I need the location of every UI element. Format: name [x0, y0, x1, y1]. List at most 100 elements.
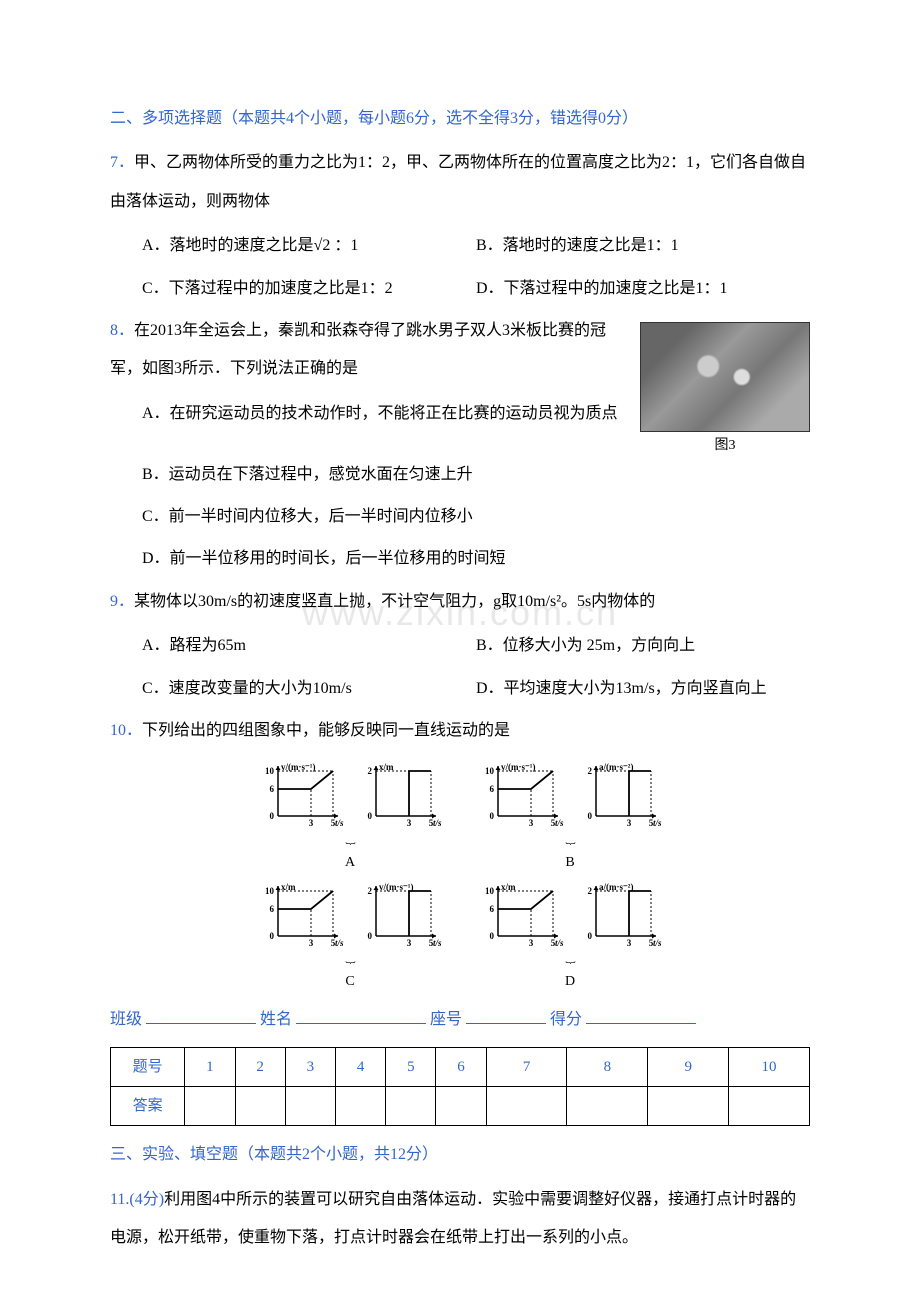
- q10-text: 下列给出的四组图象中，能够反映同一直线运动的是: [142, 722, 510, 739]
- page-content: 二、多项选择题（本题共4个小题，每小题6分，选不全得3分，错选得0分） 7．甲、…: [110, 100, 810, 1258]
- section-3-title: 三、实验、填空题（本题共2个小题，共12分）: [110, 1136, 810, 1174]
- q9-options-row1: A．路程为65m B．位移大小为 25m，方向向上: [142, 627, 810, 665]
- th-label: 题号: [111, 1048, 185, 1087]
- svg-text:0: 0: [368, 931, 373, 941]
- ans-2[interactable]: [235, 1087, 285, 1126]
- graph-B2: 0235t/sa/(m·s⁻²): [574, 758, 664, 843]
- label-A: A: [240, 856, 460, 870]
- form-line: 班级 姓名 座号 得分: [110, 1001, 810, 1039]
- svg-text:t/s: t/s: [335, 938, 344, 948]
- q7-num: 7．: [110, 154, 134, 171]
- graph-C1: 061035t/sx/m: [256, 878, 346, 963]
- svg-text:3: 3: [529, 938, 534, 948]
- th-3: 3: [285, 1048, 335, 1087]
- ans-6[interactable]: [436, 1087, 486, 1126]
- q8-optB: B．运动员在下落过程中，感觉水面在匀速上升: [142, 456, 810, 494]
- th-5: 5: [386, 1048, 436, 1087]
- q11-num: 11.: [110, 1191, 129, 1208]
- svg-text:0: 0: [270, 931, 275, 941]
- group-D: 061035t/sx/m 0235t/sa/(m·s⁻²) ︸ D: [460, 878, 680, 989]
- svg-text:10: 10: [485, 766, 495, 776]
- q9: 9．某物体以30m/s的初速度竖直上抛，不计空气阻力，g取10m/s²。5s内物…: [110, 583, 810, 621]
- svg-text:0: 0: [270, 811, 275, 821]
- group-A: 061035t/sv/(m·s⁻¹) 0235t/sx/m ︸ A: [240, 758, 460, 869]
- graph-B1: 061035t/sv/(m·s⁻¹): [476, 758, 566, 843]
- table-row-header: 题号 1 2 3 4 5 6 7 8 9 10: [111, 1048, 810, 1087]
- class-label: 班级: [110, 1001, 142, 1039]
- svg-text:2: 2: [588, 766, 593, 776]
- svg-text:6: 6: [270, 784, 275, 794]
- seat-blank[interactable]: [466, 1023, 546, 1024]
- q11-text: 利用图4中所示的装置可以研究自由落体运动．实验中需要调整好仪器，接通打点计时器的…: [110, 1191, 796, 1246]
- th-9: 9: [648, 1048, 729, 1087]
- q11-points: (4分): [129, 1191, 164, 1208]
- svg-text:6: 6: [270, 904, 275, 914]
- graph-row-1: 061035t/sv/(m·s⁻¹) 0235t/sx/m ︸ A 061035…: [110, 758, 810, 869]
- q7: 7．甲、乙两物体所受的重力之比为1：2，甲、乙两物体所在的位置高度之比为2：1，…: [110, 144, 810, 221]
- q9-num: 9．: [110, 593, 134, 610]
- ans-1[interactable]: [185, 1087, 235, 1126]
- svg-text:0: 0: [588, 811, 593, 821]
- section-2-title: 二、多项选择题（本题共4个小题，每小题6分，选不全得3分，错选得0分）: [110, 100, 810, 138]
- q9-options-row2: C．速度改变量的大小为10m/s D．平均速度大小为13m/s，方向竖直向上: [142, 670, 810, 708]
- fig3-caption: 图3: [640, 436, 810, 456]
- ans-10[interactable]: [729, 1087, 810, 1126]
- ans-3[interactable]: [285, 1087, 335, 1126]
- svg-text:t/s: t/s: [433, 818, 442, 828]
- graph-row-2: 061035t/sx/m 0235t/sv/(m·s⁻¹) ︸ C 061035…: [110, 878, 810, 989]
- class-blank[interactable]: [146, 1023, 256, 1024]
- q8-optD: D．前一半位移用的时间长，后一半位移用的时间短: [142, 540, 810, 578]
- group-B: 061035t/sv/(m·s⁻¹) 0235t/sa/(m·s⁻²) ︸ B: [460, 758, 680, 869]
- svg-text:2: 2: [368, 886, 373, 896]
- score-blank[interactable]: [586, 1023, 696, 1024]
- graph-A1: 061035t/sv/(m·s⁻¹): [256, 758, 346, 843]
- svg-text:t/s: t/s: [335, 818, 344, 828]
- th-7: 7: [486, 1048, 567, 1087]
- q8-figure: 图3: [640, 322, 810, 456]
- q7-options-row1: A．落地时的速度之比是√2 ：1 B．落地时的速度之比是1：1: [142, 227, 810, 265]
- q7-optC: C．下落过程中的加速度之比是1：2: [142, 270, 476, 308]
- th-2: 2: [235, 1048, 285, 1087]
- svg-text:t/s: t/s: [433, 938, 442, 948]
- svg-text:3: 3: [407, 818, 412, 828]
- th-1: 1: [185, 1048, 235, 1087]
- svg-text:3: 3: [627, 938, 632, 948]
- q10-num: 10．: [110, 722, 142, 739]
- svg-text:t/s: t/s: [555, 938, 564, 948]
- svg-text:0: 0: [490, 811, 495, 821]
- svg-text:3: 3: [309, 818, 314, 828]
- q8-optC: C．前一半时间内位移大，后一半时间内位移小: [142, 498, 810, 536]
- graph-C2: 0235t/sv/(m·s⁻¹): [354, 878, 444, 963]
- name-blank[interactable]: [296, 1023, 426, 1024]
- q11: 11.(4分)利用图4中所示的装置可以研究自由落体运动．实验中需要调整好仪器，接…: [110, 1181, 810, 1258]
- table-row-answers: 答案: [111, 1087, 810, 1126]
- th-6: 6: [436, 1048, 486, 1087]
- label-B: B: [460, 856, 680, 870]
- q7-options-row2: C．下落过程中的加速度之比是1：2 D．下落过程中的加速度之比是1：1: [142, 270, 810, 308]
- ans-7[interactable]: [486, 1087, 567, 1126]
- th-8: 8: [567, 1048, 648, 1087]
- q9-optD: D．平均速度大小为13m/s，方向竖直向上: [476, 670, 810, 708]
- ans-9[interactable]: [648, 1087, 729, 1126]
- svg-text:6: 6: [490, 904, 495, 914]
- graph-A2: 0235t/sx/m: [354, 758, 444, 843]
- q10-graphs: 061035t/sv/(m·s⁻¹) 0235t/sx/m ︸ A 061035…: [110, 758, 810, 989]
- th-4: 4: [335, 1048, 385, 1087]
- graph-D2: 0235t/sa/(m·s⁻²): [574, 878, 664, 963]
- ans-5[interactable]: [386, 1087, 436, 1126]
- svg-text:2: 2: [588, 886, 593, 896]
- svg-text:t/s: t/s: [653, 818, 662, 828]
- svg-text:0: 0: [490, 931, 495, 941]
- ans-4[interactable]: [335, 1087, 385, 1126]
- ans-8[interactable]: [567, 1087, 648, 1126]
- svg-text:2: 2: [368, 766, 373, 776]
- svg-text:10: 10: [265, 766, 275, 776]
- svg-text:0: 0: [588, 931, 593, 941]
- svg-text:3: 3: [627, 818, 632, 828]
- q9-text: 某物体以30m/s的初速度竖直上抛，不计空气阻力，g取10m/s²。5s内物体的: [134, 593, 655, 610]
- q7-text: 甲、乙两物体所受的重力之比为1：2，甲、乙两物体所在的位置高度之比为2：1，它们…: [110, 154, 806, 209]
- q9-optC: C．速度改变量的大小为10m/s: [142, 670, 476, 708]
- label-D: D: [460, 975, 680, 989]
- q8-num: 8．: [110, 322, 134, 339]
- svg-text:3: 3: [529, 818, 534, 828]
